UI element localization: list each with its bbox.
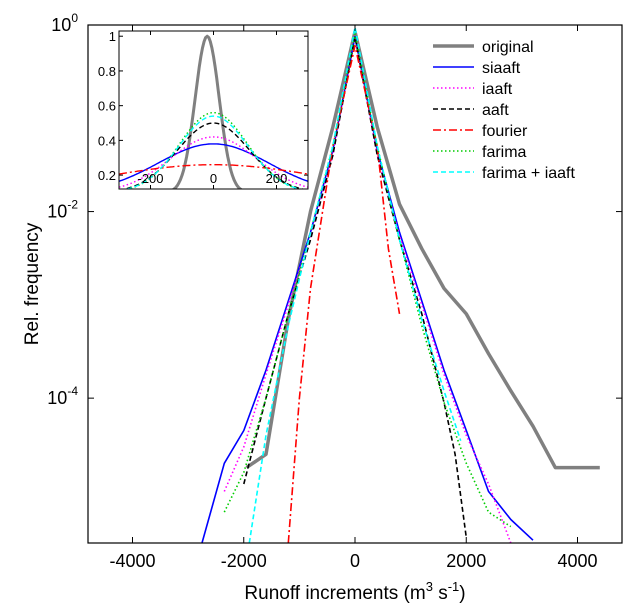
inset-y-tick-label: 0.2 — [98, 168, 116, 183]
legend: original siaaft iaaft aaft fourier farima fari… — [433, 39, 575, 182]
legend-label: iaaft — [482, 81, 513, 98]
series-line-farima-iaaft — [248, 26, 462, 543]
inset-series-line-farima-iaaft — [124, 115, 303, 189]
y-axis-label: Rel. frequency — [22, 222, 43, 345]
main-series-group — [201, 26, 600, 543]
legend-label: original — [482, 39, 534, 56]
legend-label: farima + iaaft — [482, 165, 575, 182]
inset-y-tick-label: 1 — [109, 29, 116, 44]
x-tick-label: 4000 — [557, 551, 597, 571]
inset-x-tick-label: -200 — [137, 171, 163, 186]
inset-y-tick-label: 0.8 — [98, 64, 116, 79]
legend-label: farima — [482, 144, 527, 161]
x-axis-label: Runoff increments (m3 s-1) — [244, 579, 465, 604]
series-line-fourier — [287, 44, 401, 543]
inset-x-tick-label: 200 — [266, 171, 288, 186]
inset-series-line-original — [171, 34, 244, 189]
x-tick-label: -2000 — [221, 551, 267, 571]
legend-label: siaaft — [482, 60, 521, 77]
inset-x-tick-label: 0 — [210, 171, 217, 186]
inset-series-line-siaaft — [119, 143, 308, 182]
inset-y-tick-label: 0.6 — [98, 99, 116, 114]
x-tick-label: 2000 — [446, 551, 486, 571]
inset-y-tick-label: 0.4 — [98, 133, 116, 148]
inset-plot: -200 0 200 0.2 0.4 0.6 0.8 1 — [98, 29, 309, 190]
inset-series-line-iaaft — [119, 136, 308, 188]
x-tick-label: -4000 — [109, 551, 155, 571]
series-line-farima — [223, 33, 512, 528]
x-tick-label: 0 — [350, 551, 360, 571]
series-line-iaaft — [223, 35, 512, 543]
legend-label: fourier — [482, 123, 528, 140]
y-tick-label: 100 — [51, 11, 78, 35]
legend-label: aaft — [482, 102, 509, 119]
inset-series-group — [119, 34, 308, 189]
series-line-aaft — [243, 35, 468, 538]
